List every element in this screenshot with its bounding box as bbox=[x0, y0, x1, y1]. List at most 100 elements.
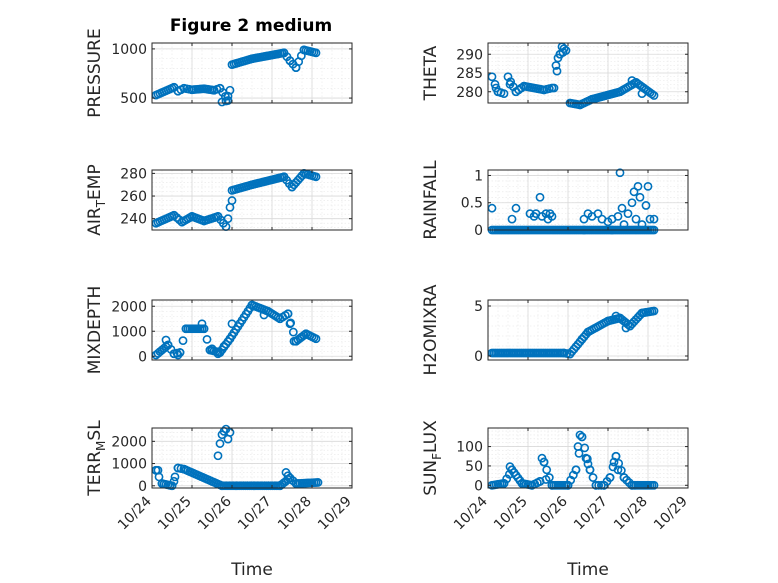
data-point bbox=[499, 478, 509, 488]
y-tick-label: 0 bbox=[138, 349, 147, 365]
y-label-part: EMP bbox=[85, 164, 105, 200]
data-point bbox=[178, 336, 188, 346]
data-point bbox=[161, 335, 171, 345]
axes-frame bbox=[487, 427, 689, 489]
data-point bbox=[622, 475, 632, 485]
data-point bbox=[647, 89, 657, 99]
data-point bbox=[619, 473, 629, 482]
y-tick-label: 285 bbox=[456, 66, 483, 82]
data-point bbox=[627, 198, 637, 208]
data-point bbox=[535, 192, 545, 202]
y-label-part: TERR bbox=[85, 451, 105, 497]
x-tick-label: 10/25 bbox=[491, 494, 531, 534]
y-tick-label: 0 bbox=[474, 349, 483, 365]
subplot-8: 10/24 10/25 10/26 10/27 10/28 10/29 0 50 100 SUNF… bbox=[421, 420, 691, 580]
data-point bbox=[207, 344, 217, 354]
data-point bbox=[167, 481, 177, 491]
y-tick-label: 2000 bbox=[111, 299, 147, 315]
data-point bbox=[285, 319, 295, 329]
data-point bbox=[577, 432, 587, 442]
y-tick-label: 290 bbox=[456, 47, 483, 63]
data-point bbox=[541, 475, 551, 484]
data-point bbox=[311, 172, 321, 182]
data-point bbox=[579, 214, 589, 224]
x-tick-label: 10/24 bbox=[451, 493, 491, 533]
y-tick-label: 50 bbox=[465, 459, 483, 475]
y-label-subscript: M bbox=[94, 441, 108, 451]
x-tick-label: 10/27 bbox=[571, 494, 611, 534]
data-point bbox=[283, 309, 293, 319]
data-point bbox=[649, 480, 659, 490]
y-axis-label: TERRMSL bbox=[85, 420, 108, 497]
y-tick-label: 1000 bbox=[111, 42, 147, 58]
data-point bbox=[213, 451, 223, 461]
data-point bbox=[199, 324, 209, 334]
data-point bbox=[227, 196, 237, 205]
data-point bbox=[173, 350, 183, 360]
data-point bbox=[549, 83, 559, 93]
data-point bbox=[593, 209, 603, 219]
data-point bbox=[613, 465, 623, 475]
x-tick-label: 10/26 bbox=[531, 493, 571, 533]
y-tick-label: 5 bbox=[474, 299, 483, 315]
data-point bbox=[202, 334, 212, 344]
subplot-2: 280 285 290 THETA bbox=[421, 42, 689, 110]
figure-title: Figure 2 medium bbox=[170, 16, 332, 36]
data-point bbox=[505, 462, 515, 472]
data-point bbox=[575, 430, 585, 440]
data-point bbox=[617, 203, 627, 213]
x-axis-label: Time bbox=[566, 560, 609, 580]
axes-frame bbox=[151, 42, 353, 104]
y-label-subscript: F bbox=[430, 453, 444, 460]
y-label-part: SUN bbox=[421, 460, 441, 496]
data-point bbox=[490, 79, 500, 89]
axes-frame bbox=[151, 299, 353, 361]
y-label-part: SL bbox=[85, 420, 105, 441]
subplot-3: 240 260 280 AIRTEMP bbox=[85, 164, 353, 236]
data-point bbox=[615, 168, 625, 178]
data-point bbox=[491, 83, 501, 93]
data-point bbox=[619, 220, 629, 229]
subplot-4: 0 0.5 1 RAINFALL bbox=[421, 160, 689, 240]
data-point bbox=[649, 306, 659, 316]
data-point bbox=[259, 310, 269, 320]
data-point bbox=[645, 214, 655, 224]
data-point bbox=[223, 214, 233, 224]
x-tick-label: 10/29 bbox=[315, 494, 355, 534]
data-point bbox=[577, 334, 587, 344]
data-point bbox=[217, 97, 227, 107]
subplot-5: 0 1000 2000 MIXDEPTH bbox=[85, 286, 353, 374]
data-point bbox=[289, 336, 299, 346]
y-tick-label: 100 bbox=[456, 440, 483, 456]
data-point bbox=[594, 480, 604, 490]
x-axis-label: Time bbox=[230, 560, 273, 580]
data-point bbox=[629, 187, 639, 197]
y-tick-label: 0 bbox=[474, 478, 483, 494]
data-point bbox=[605, 473, 615, 482]
y-tick-label: 500 bbox=[120, 91, 147, 107]
y-label-part: AIR bbox=[85, 207, 105, 236]
y-tick-label: 1000 bbox=[111, 324, 147, 340]
data-point bbox=[635, 192, 645, 202]
data-point bbox=[313, 478, 323, 487]
data-point bbox=[637, 89, 647, 99]
data-point bbox=[299, 330, 309, 340]
y-axis-label: THETA bbox=[421, 45, 441, 101]
y-label-subscript: T bbox=[94, 199, 108, 208]
x-tick-label: 10/24 bbox=[115, 493, 155, 533]
data-point bbox=[297, 171, 307, 181]
data-point bbox=[170, 472, 180, 482]
data-point bbox=[511, 203, 521, 213]
data-point bbox=[552, 66, 562, 76]
data-point bbox=[225, 85, 235, 95]
data-point bbox=[215, 439, 225, 448]
y-axis-label: RAINFALL bbox=[421, 160, 441, 240]
axes-frame bbox=[151, 427, 353, 489]
data-point bbox=[613, 211, 623, 221]
y-tick-label: 0.5 bbox=[461, 196, 483, 212]
y-tick-label: 280 bbox=[456, 85, 483, 101]
data-point bbox=[537, 453, 547, 463]
data-point bbox=[553, 53, 563, 63]
